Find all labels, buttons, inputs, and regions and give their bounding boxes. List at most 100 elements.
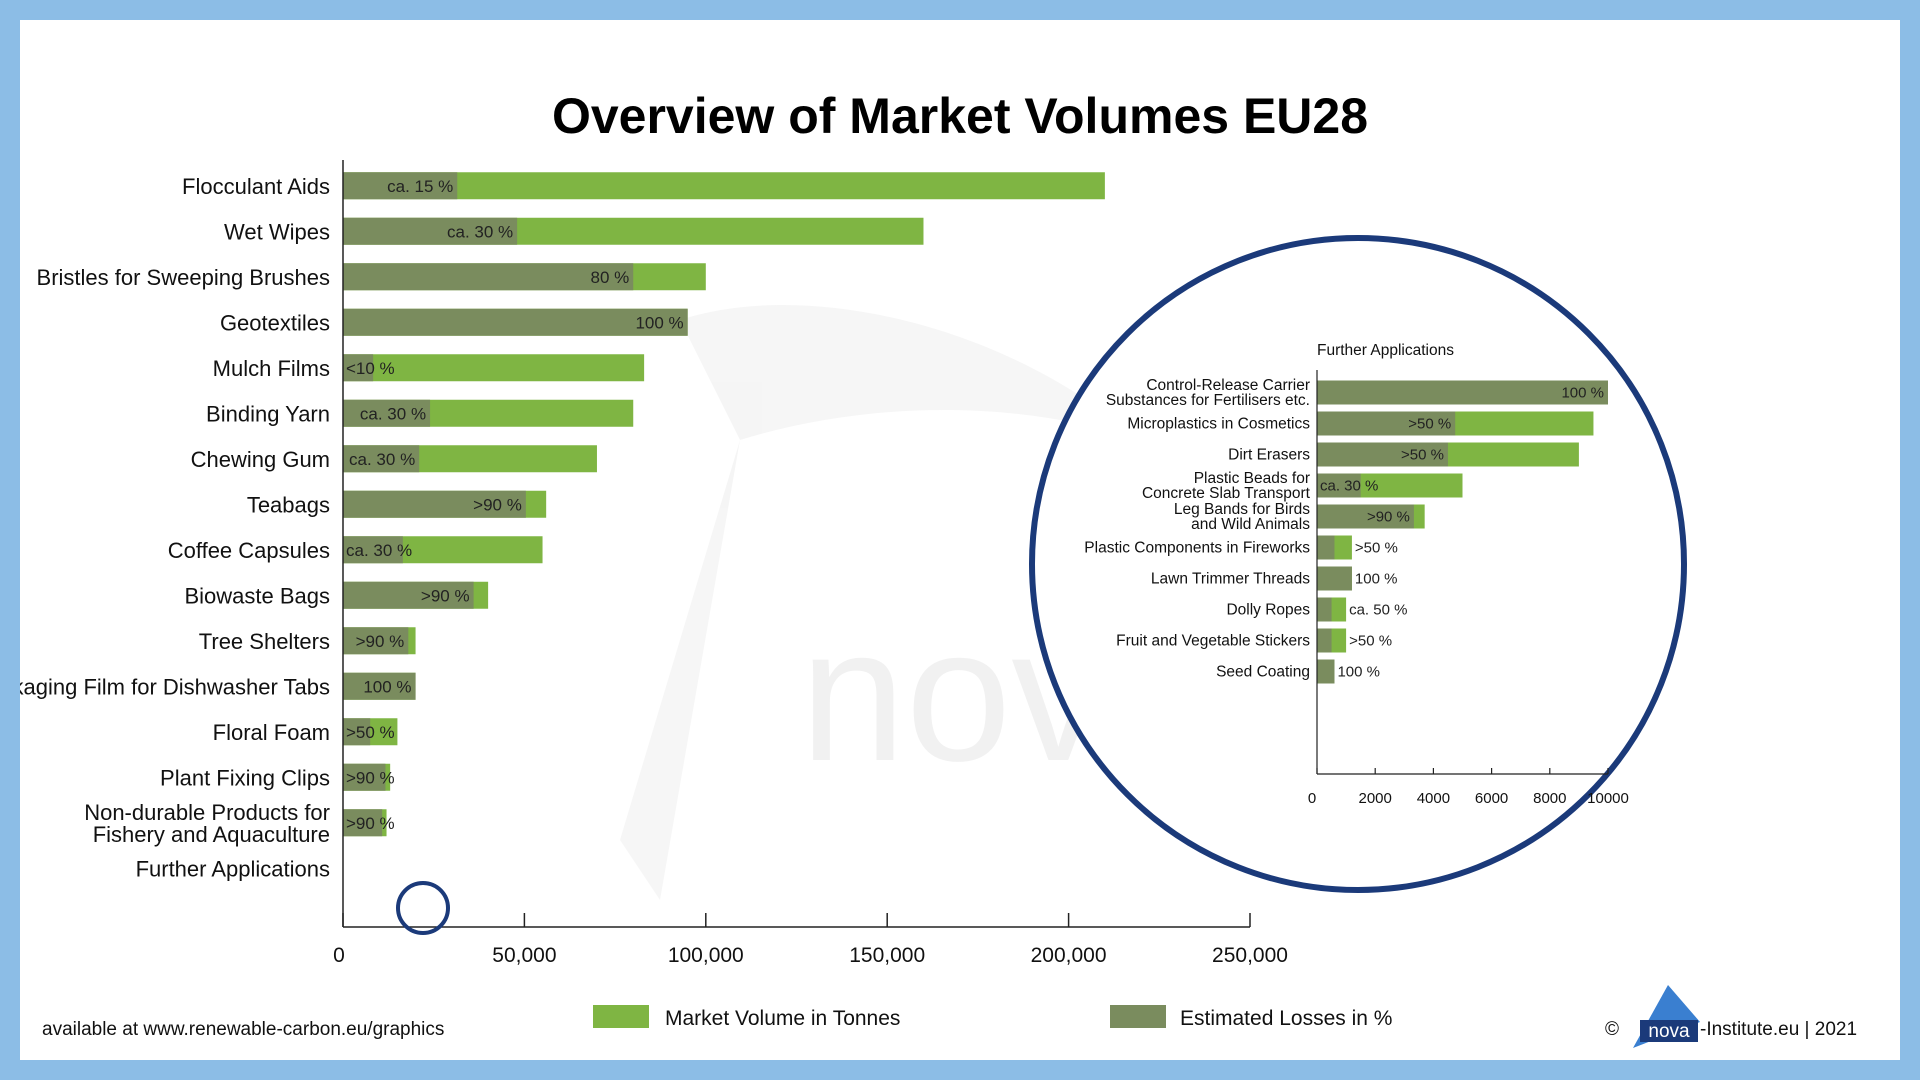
- inset-loss-label: >50 %: [1349, 633, 1392, 650]
- inset-loss-label: >90 %: [1367, 509, 1410, 526]
- bar-estimated-loss: [343, 263, 634, 291]
- inset-bar-estimated-loss: [1317, 659, 1335, 684]
- loss-label: >90 %: [421, 586, 470, 605]
- category-label: Binding Yarn: [206, 401, 330, 426]
- inset-loss-label: >50 %: [1408, 416, 1451, 433]
- category-label: Plant Fixing Clips: [160, 765, 330, 790]
- loss-label: >50 %: [346, 723, 395, 742]
- loss-label: >90 %: [473, 495, 522, 514]
- bar-estimated-loss: [343, 809, 383, 837]
- loss-label: ca. 30 %: [447, 222, 513, 241]
- copyright-symbol: ©: [1605, 1019, 1619, 1040]
- inset-category-label: Dolly Ropes: [1226, 602, 1310, 619]
- main-bars: Flocculant Aids ca. 15 % Wet Wipes ca. 30 %…: [20, 172, 1105, 881]
- inset-x-axis: 0 2000 4000 6000 8000 10000: [1308, 370, 1629, 807]
- nova-logo-box: [1640, 1020, 1698, 1042]
- category-label: Flocculant Aids: [182, 174, 330, 199]
- category-label: Further Applications: [136, 856, 330, 881]
- loss-label: ca. 30 %: [349, 450, 415, 469]
- loss-label: >90 %: [346, 768, 395, 787]
- bar-estimated-loss: [343, 536, 403, 564]
- inset-category-label: Plastic Components in Fireworks: [1084, 540, 1310, 557]
- category-label: Coffee Capsules: [168, 538, 330, 563]
- category-label: Tree Shelters: [199, 629, 330, 654]
- inset-loss-label: >50 %: [1401, 447, 1444, 464]
- loss-label: 100 %: [635, 313, 683, 332]
- inset-category-label: Seed Coating: [1216, 664, 1310, 681]
- category-label: Packaging Film for Dishwasher Tabs: [20, 674, 330, 699]
- bar-estimated-loss: [343, 627, 409, 655]
- bar-estimated-loss: [343, 354, 374, 382]
- legend-swatch-market-volume: [593, 1005, 649, 1028]
- inset-bar-estimated-loss: [1317, 535, 1335, 560]
- loss-label: 100 %: [363, 677, 411, 696]
- loss-label: ca. 30 %: [346, 541, 412, 560]
- bar-estimated-loss: [343, 581, 474, 609]
- category-label: Geotextiles: [220, 310, 330, 335]
- inset-category-label: Lawn Trimmer Threads: [1151, 571, 1310, 588]
- category-label: Bristles for Sweeping Brushes: [37, 265, 330, 290]
- inset-loss-label: 100 %: [1355, 571, 1398, 588]
- copyright-text: -Institute.eu | 2021: [1700, 1019, 1857, 1040]
- legend-swatch-losses: [1110, 1005, 1166, 1028]
- inset-x-tick-label: 2000: [1359, 790, 1392, 807]
- inset-bar-estimated-loss: [1317, 504, 1414, 529]
- bar-estimated-loss: [343, 399, 431, 427]
- category-label: Wet Wipes: [224, 219, 330, 244]
- source-note: available at www.renewable-carbon.eu/gra…: [42, 1019, 444, 1040]
- bar-estimated-loss: [343, 672, 416, 700]
- loss-label: 80 %: [590, 268, 629, 287]
- inset-bar-estimated-loss: [1317, 411, 1456, 436]
- inset-category-label: Microplastics in Cosmetics: [1127, 416, 1310, 433]
- further-applications-marker: [396, 881, 450, 935]
- loss-label: <10 %: [346, 359, 395, 378]
- inset-loss-label: >50 %: [1355, 540, 1398, 557]
- main-x-axis: 0 50,000 100,000 150,000 200,000 250,000: [333, 160, 1288, 967]
- inset-loss-label: 100 %: [1561, 385, 1604, 402]
- chart-svg: nova Overview of Market Volumes EU28 Flo…: [20, 88, 1857, 1048]
- inset-category-label: Fruit and Vegetable Stickers: [1116, 633, 1310, 650]
- inset-category-label: Dirt Erasers: [1228, 447, 1310, 464]
- inset-x-tick-label: 10000: [1587, 790, 1629, 807]
- x-tick-label: 0: [333, 944, 345, 967]
- bar-estimated-loss: [343, 445, 420, 473]
- inset-x-tick-label: 4000: [1417, 790, 1450, 807]
- inset-bar-estimated-loss: [1317, 442, 1448, 467]
- loss-label: >90 %: [346, 814, 395, 833]
- inset-x-tick-label: 6000: [1475, 790, 1508, 807]
- inset-bar-estimated-loss: [1317, 380, 1608, 405]
- inset-bar-estimated-loss: [1317, 566, 1352, 591]
- chart-card: nova Overview of Market Volumes EU28 Flo…: [20, 20, 1900, 1060]
- bar-estimated-loss: [343, 490, 526, 518]
- inset-loss-label: ca. 50 %: [1349, 602, 1407, 619]
- bar-estimated-loss: [343, 308, 688, 336]
- inset-bar-estimated-loss: [1317, 628, 1332, 653]
- inset-loss-label: ca. 30 %: [1320, 478, 1378, 495]
- inset-x-tick-label: 8000: [1533, 790, 1566, 807]
- nova-logo-text: nova: [1648, 1021, 1690, 1042]
- x-tick-label: 50,000: [492, 944, 556, 967]
- category-label: Teabags: [247, 492, 330, 517]
- inset-x-tick-label: 0: [1308, 790, 1316, 807]
- loss-label: ca. 15 %: [387, 177, 453, 196]
- chart-title: Overview of Market Volumes EU28: [552, 88, 1368, 144]
- bar-market-volume: [343, 172, 1105, 200]
- loss-label: >90 %: [356, 632, 405, 651]
- inset-category-label: Control-Release Carrier Substances for Fe…: [1106, 377, 1310, 409]
- x-tick-label: 150,000: [849, 944, 925, 967]
- bar-estimated-loss: [343, 172, 458, 200]
- inset-category-label: Leg Bands for Birds and Wild Animals: [1174, 501, 1310, 533]
- bar-estimated-loss: [343, 763, 386, 791]
- category-label: Mulch Films: [213, 356, 330, 381]
- inset-category-label: Plastic Beads for Concrete Slab Transport: [1142, 470, 1311, 502]
- inset-bar-estimated-loss: [1317, 597, 1332, 622]
- category-label: Chewing Gum: [191, 447, 330, 472]
- bar-estimated-loss: [343, 217, 518, 245]
- category-label: Non-durable Products for Fishery and Aqua…: [84, 800, 330, 847]
- x-tick-label: 200,000: [1031, 944, 1107, 967]
- loss-label: ca. 30 %: [360, 404, 426, 423]
- bar-market-volume: [343, 354, 645, 382]
- x-tick-label: 100,000: [668, 944, 744, 967]
- inset-loss-label: 100 %: [1337, 664, 1380, 681]
- bar-estimated-loss: [343, 718, 371, 746]
